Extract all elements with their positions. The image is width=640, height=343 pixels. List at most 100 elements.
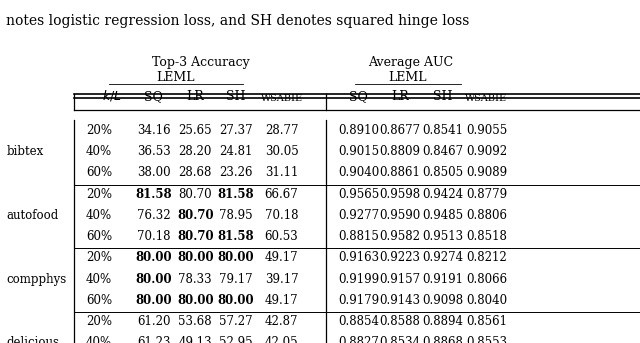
Text: 80.70: 80.70 bbox=[177, 209, 214, 222]
Text: 80.00: 80.00 bbox=[217, 251, 254, 264]
Text: 28.68: 28.68 bbox=[179, 166, 212, 179]
Text: 81.58: 81.58 bbox=[217, 188, 254, 201]
Text: 0.8854: 0.8854 bbox=[338, 315, 379, 328]
Text: 0.9199: 0.9199 bbox=[338, 273, 379, 286]
Text: LR: LR bbox=[391, 90, 409, 103]
Text: SQ: SQ bbox=[144, 90, 163, 103]
Text: 28.20: 28.20 bbox=[179, 145, 212, 158]
Text: 20%: 20% bbox=[86, 188, 112, 201]
Text: 0.9598: 0.9598 bbox=[380, 188, 420, 201]
Text: 0.9040: 0.9040 bbox=[338, 166, 379, 179]
Text: Average AUC: Average AUC bbox=[367, 56, 453, 69]
Text: 0.8894: 0.8894 bbox=[422, 315, 463, 328]
Text: 0.8561: 0.8561 bbox=[466, 315, 507, 328]
Text: 0.8779: 0.8779 bbox=[466, 188, 507, 201]
Text: 0.8212: 0.8212 bbox=[466, 251, 507, 264]
Text: 0.8541: 0.8541 bbox=[422, 124, 463, 137]
Text: 80.00: 80.00 bbox=[135, 294, 172, 307]
Text: 0.8827: 0.8827 bbox=[338, 336, 379, 343]
Text: 20%: 20% bbox=[86, 315, 112, 328]
Text: WSABIE: WSABIE bbox=[465, 94, 508, 103]
Text: 0.8815: 0.8815 bbox=[338, 230, 379, 243]
Text: 0.9277: 0.9277 bbox=[338, 209, 379, 222]
Text: 80.00: 80.00 bbox=[135, 273, 172, 286]
Text: $k/L$: $k/L$ bbox=[102, 88, 122, 103]
Text: Top-3 Accuracy: Top-3 Accuracy bbox=[152, 56, 250, 69]
Text: bibtex: bibtex bbox=[6, 145, 44, 158]
Text: 60%: 60% bbox=[86, 294, 112, 307]
Text: 23.26: 23.26 bbox=[219, 166, 252, 179]
Text: 78.33: 78.33 bbox=[179, 273, 212, 286]
Text: 60%: 60% bbox=[86, 230, 112, 243]
Text: 0.9485: 0.9485 bbox=[422, 209, 463, 222]
Text: 0.8861: 0.8861 bbox=[380, 166, 420, 179]
Text: 42.05: 42.05 bbox=[265, 336, 298, 343]
Text: 80.00: 80.00 bbox=[177, 294, 214, 307]
Text: 0.9098: 0.9098 bbox=[422, 294, 463, 307]
Text: 40%: 40% bbox=[86, 336, 112, 343]
Text: delicious: delicious bbox=[6, 336, 60, 343]
Text: 0.9582: 0.9582 bbox=[380, 230, 420, 243]
Text: 60.53: 60.53 bbox=[265, 230, 298, 243]
Text: 70.18: 70.18 bbox=[265, 209, 298, 222]
Text: SH: SH bbox=[433, 90, 452, 103]
Text: 34.16: 34.16 bbox=[137, 124, 170, 137]
Text: SQ: SQ bbox=[349, 90, 368, 103]
Text: 78.95: 78.95 bbox=[219, 209, 252, 222]
Text: 0.8868: 0.8868 bbox=[422, 336, 463, 343]
Text: 0.8677: 0.8677 bbox=[380, 124, 420, 137]
Text: 0.8534: 0.8534 bbox=[380, 336, 420, 343]
Text: 0.9143: 0.9143 bbox=[380, 294, 420, 307]
Text: 38.00: 38.00 bbox=[137, 166, 170, 179]
Text: 76.32: 76.32 bbox=[137, 209, 170, 222]
Text: 0.9223: 0.9223 bbox=[380, 251, 420, 264]
Text: 0.9089: 0.9089 bbox=[466, 166, 507, 179]
Text: 25.65: 25.65 bbox=[179, 124, 212, 137]
Text: 80.00: 80.00 bbox=[135, 251, 172, 264]
Text: 70.18: 70.18 bbox=[137, 230, 170, 243]
Text: 0.9424: 0.9424 bbox=[422, 188, 463, 201]
Text: 0.9179: 0.9179 bbox=[338, 294, 379, 307]
Text: 0.8467: 0.8467 bbox=[422, 145, 463, 158]
Text: 0.8553: 0.8553 bbox=[466, 336, 507, 343]
Text: 20%: 20% bbox=[86, 124, 112, 137]
Text: SH: SH bbox=[226, 90, 245, 103]
Text: 81.58: 81.58 bbox=[135, 188, 172, 201]
Text: 53.68: 53.68 bbox=[179, 315, 212, 328]
Text: 0.8910: 0.8910 bbox=[338, 124, 379, 137]
Text: 61.23: 61.23 bbox=[137, 336, 170, 343]
Text: 80.00: 80.00 bbox=[177, 251, 214, 264]
Text: 31.11: 31.11 bbox=[265, 166, 298, 179]
Text: 80.70: 80.70 bbox=[179, 188, 212, 201]
Text: 0.9565: 0.9565 bbox=[338, 188, 379, 201]
Text: 0.9274: 0.9274 bbox=[422, 251, 463, 264]
Text: 0.9092: 0.9092 bbox=[466, 145, 507, 158]
Text: 40%: 40% bbox=[86, 209, 112, 222]
Text: 0.8066: 0.8066 bbox=[466, 273, 507, 286]
Text: 60%: 60% bbox=[86, 166, 112, 179]
Text: 81.58: 81.58 bbox=[217, 230, 254, 243]
Text: 0.9513: 0.9513 bbox=[422, 230, 463, 243]
Text: LR: LR bbox=[186, 90, 204, 103]
Text: 0.9590: 0.9590 bbox=[380, 209, 420, 222]
Text: 80.00: 80.00 bbox=[217, 294, 254, 307]
Text: LEML: LEML bbox=[388, 71, 428, 84]
Text: 79.17: 79.17 bbox=[219, 273, 252, 286]
Text: 0.9157: 0.9157 bbox=[380, 273, 420, 286]
Text: 57.27: 57.27 bbox=[219, 315, 252, 328]
Text: 0.8040: 0.8040 bbox=[466, 294, 507, 307]
Text: 24.81: 24.81 bbox=[219, 145, 252, 158]
Text: 40%: 40% bbox=[86, 145, 112, 158]
Text: 0.8518: 0.8518 bbox=[466, 230, 507, 243]
Text: 0.8588: 0.8588 bbox=[380, 315, 420, 328]
Text: 0.9055: 0.9055 bbox=[466, 124, 507, 137]
Text: LEML: LEML bbox=[157, 71, 195, 84]
Text: 49.17: 49.17 bbox=[265, 251, 298, 264]
Text: 0.8809: 0.8809 bbox=[380, 145, 420, 158]
Text: 80.70: 80.70 bbox=[177, 230, 214, 243]
Text: notes logistic regression loss, and SH denotes squared hinge loss: notes logistic regression loss, and SH d… bbox=[6, 14, 470, 28]
Text: autofood: autofood bbox=[6, 209, 59, 222]
Text: 61.20: 61.20 bbox=[137, 315, 170, 328]
Text: 30.05: 30.05 bbox=[265, 145, 298, 158]
Text: 27.37: 27.37 bbox=[219, 124, 252, 137]
